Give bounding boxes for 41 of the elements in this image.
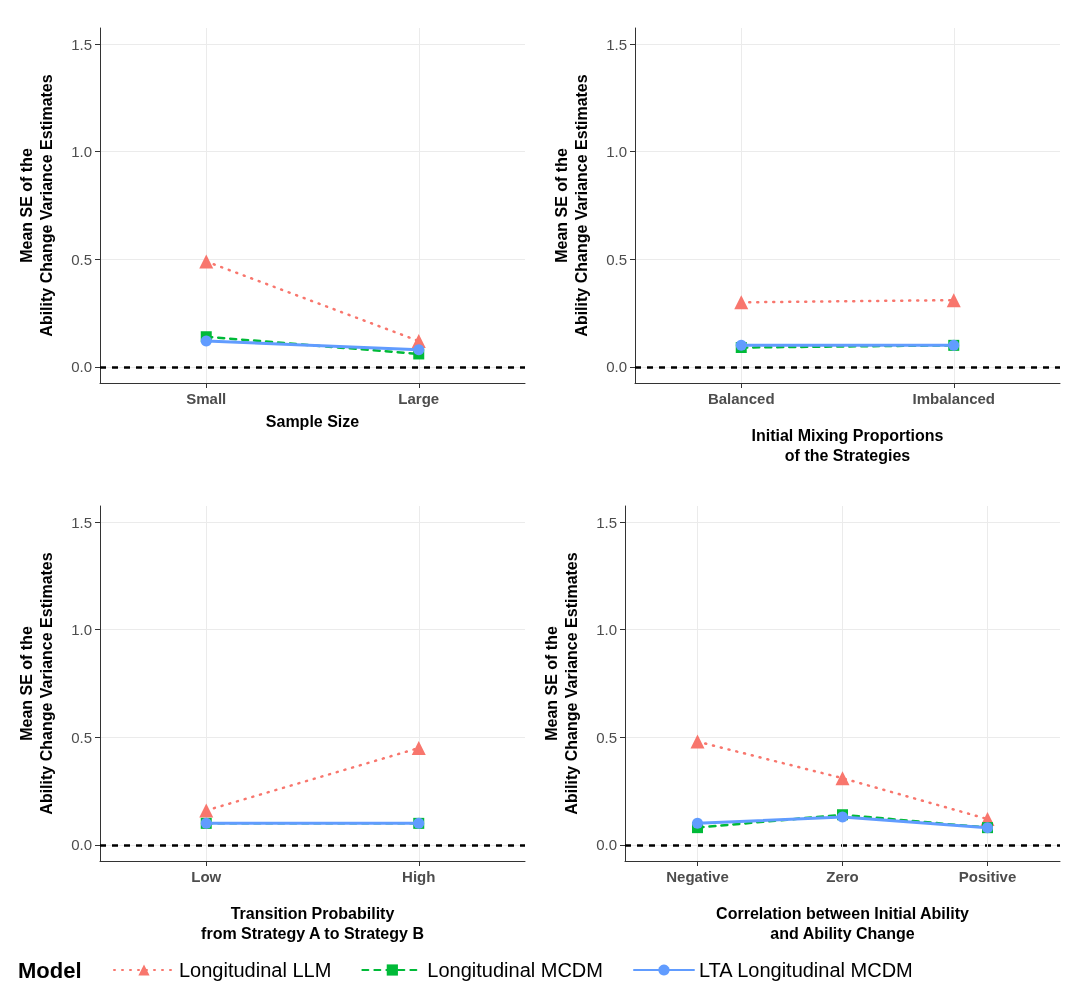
y-tick-label: 1.5: [71, 513, 92, 531]
y-tick-label: 1.0: [596, 621, 617, 639]
y-tick-label: 0.0: [596, 836, 617, 854]
y-tick-label: 0.5: [596, 728, 617, 746]
x-axis-title: Correlation between Initial Ability and Ability Change: [716, 904, 969, 942]
y-tick-label: 1.0: [71, 143, 92, 161]
y-tick-label: 1.5: [606, 35, 627, 53]
y-tick-label: 1.5: [71, 35, 92, 53]
y-tick-label: 0.0: [606, 358, 627, 376]
x-tick-label: Large: [398, 390, 440, 407]
y-tick-label: 0.0: [71, 836, 92, 854]
point: [200, 335, 212, 347]
y-axis-title: Mean SE of the Ability Change Variance Estimates: [552, 74, 590, 337]
y-tick-label: 0.5: [71, 250, 92, 268]
point: [835, 771, 850, 786]
y-tick-label: 1.0: [606, 143, 627, 161]
x-tick-label: Zero: [826, 868, 859, 885]
x-tick-label: Imbalanced: [912, 390, 996, 407]
legend-label: Longitudinal MCDM: [427, 959, 603, 981]
y-axis-title: Mean SE of the Ability Change Variance Estimates: [17, 74, 55, 337]
legend-label: LTA Longitudinal MCDM: [698, 959, 913, 981]
y-axis-title: Mean SE of the Ability Change Variance Estimates: [542, 552, 580, 815]
x-axis-title: Sample Size: [265, 412, 360, 430]
x-tick-label: Small: [186, 390, 227, 407]
legend-label: Longitudinal LLM: [179, 959, 332, 981]
legend-title: Model: [18, 957, 82, 983]
y-tick-label: 0.5: [71, 728, 92, 746]
x-tick-label: Balanced: [707, 390, 775, 407]
x-tick-label: Low: [191, 868, 222, 885]
y-tick-label: 1.0: [71, 621, 92, 639]
x-axis-title: Transition Probability from Strategy A to Strategy B: [201, 904, 424, 942]
point: [690, 734, 705, 749]
y-tick-label: 0.5: [606, 250, 627, 268]
x-tick-label: Positive: [958, 868, 1017, 885]
y-axis-title: Mean SE of the Ability Change Variance Estimates: [17, 552, 55, 815]
x-axis-title: Initial Mixing Proportions of the Strategies: [751, 426, 944, 464]
y-tick-label: 0.0: [71, 358, 92, 376]
x-tick-label: High: [402, 868, 436, 885]
y-tick-label: 1.5: [596, 513, 617, 531]
x-tick-label: Negative: [666, 868, 729, 885]
point: [692, 817, 703, 829]
